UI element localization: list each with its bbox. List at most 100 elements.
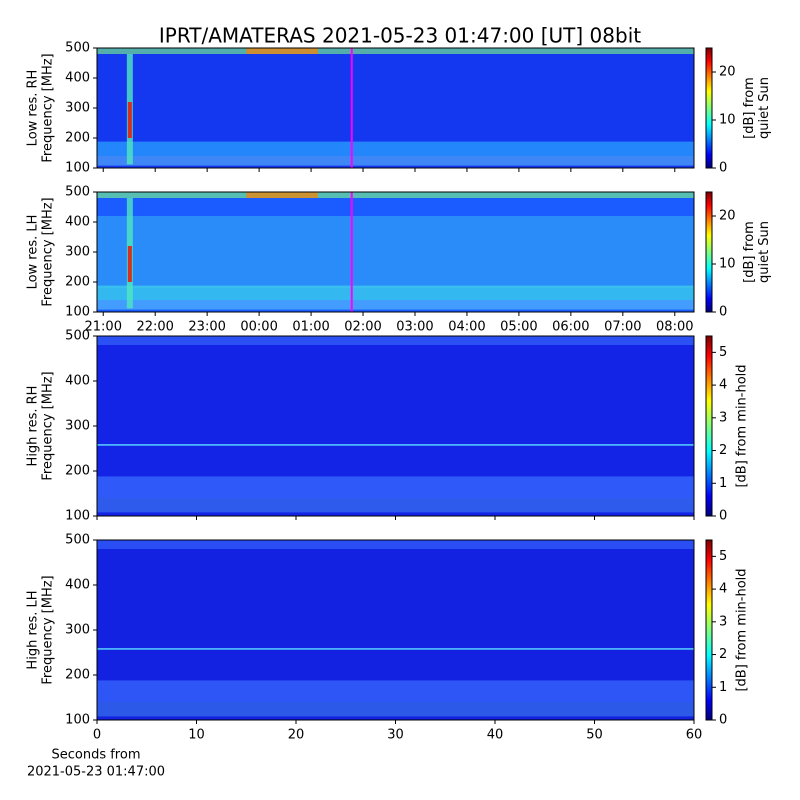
spectrogram-band bbox=[97, 48, 694, 54]
y-axis-label: Frequency [MHz] bbox=[41, 371, 56, 480]
y-tick-label: 500 bbox=[65, 41, 90, 56]
colorbar-label: [dB] from min-hold bbox=[735, 568, 750, 691]
y-tick-label: 100 bbox=[65, 713, 90, 728]
colorbar-tick-label: 2 bbox=[719, 443, 727, 458]
y-tick-label: 200 bbox=[65, 668, 90, 683]
burst bbox=[246, 192, 318, 198]
x-tick-label: 03:00 bbox=[396, 320, 433, 335]
x-tick-label: 06:00 bbox=[552, 320, 589, 335]
x-tick-label: 21:00 bbox=[85, 320, 122, 335]
x-axis-label: Seconds from bbox=[51, 748, 140, 763]
x-tick-label: 07:00 bbox=[604, 320, 641, 335]
y-tick-label: 100 bbox=[65, 305, 90, 320]
y-axis-label: Low res. LH bbox=[26, 215, 41, 290]
spectrogram-band bbox=[97, 444, 694, 446]
y-tick-label: 100 bbox=[65, 509, 90, 524]
y-axis-label: High res. RH bbox=[26, 386, 41, 467]
x-tick-label: 04:00 bbox=[448, 320, 485, 335]
x-tick-label: 40 bbox=[487, 728, 504, 743]
x-tick-label: 00:00 bbox=[240, 320, 277, 335]
spectrogram-band bbox=[97, 336, 694, 345]
x-tick-label: 60 bbox=[686, 728, 703, 743]
y-tick-label: 500 bbox=[65, 185, 90, 200]
spectrogram-band bbox=[97, 192, 694, 198]
spectrogram-band bbox=[97, 476, 694, 498]
colorbar-tick-label: 10 bbox=[719, 257, 736, 272]
colorbar-tick-label: 3 bbox=[719, 410, 727, 425]
colorbar-frame bbox=[705, 335, 713, 517]
colorbar-tick-label: 1 bbox=[719, 476, 727, 491]
colorbar-tick-label: 5 bbox=[719, 345, 727, 360]
figure-title: IPRT/AMATERAS 2021-05-23 01:47:00 [UT] 0… bbox=[159, 24, 641, 48]
colorbar-frame bbox=[705, 191, 713, 313]
x-tick-label: 22:00 bbox=[136, 320, 173, 335]
y-tick-label: 400 bbox=[65, 215, 90, 230]
x-tick-label: 0 bbox=[93, 728, 101, 743]
y-tick-label: 500 bbox=[65, 533, 90, 548]
y-tick-label: 300 bbox=[65, 101, 90, 116]
colorbar bbox=[706, 336, 712, 516]
colorbar-tick-label: 0 bbox=[719, 509, 727, 524]
y-tick-label: 400 bbox=[65, 578, 90, 593]
x-tick-label: 02:00 bbox=[344, 320, 381, 335]
colorbar-frame bbox=[705, 539, 713, 721]
colorbar-tick-label: 20 bbox=[719, 209, 736, 224]
colorbar bbox=[706, 48, 712, 168]
x-tick-label: 10 bbox=[188, 728, 205, 743]
y-tick-label: 300 bbox=[65, 623, 90, 638]
colorbar-tick-label: 0 bbox=[719, 305, 727, 320]
y-axis-label: Frequency [MHz] bbox=[41, 575, 56, 684]
x-tick-label: 30 bbox=[387, 728, 404, 743]
colorbar bbox=[706, 192, 712, 312]
y-tick-label: 100 bbox=[65, 161, 90, 176]
y-tick-label: 300 bbox=[65, 419, 90, 434]
colorbar-tick-label: 3 bbox=[719, 614, 727, 629]
colorbar-tick-label: 0 bbox=[719, 713, 727, 728]
colorbar-label: [dB] from bbox=[742, 77, 757, 139]
y-tick-label: 200 bbox=[65, 131, 90, 146]
colorbar-tick-label: 0 bbox=[719, 161, 727, 176]
y-axis-label: Frequency [MHz] bbox=[41, 53, 56, 162]
y-tick-label: 200 bbox=[65, 275, 90, 290]
burst bbox=[127, 102, 132, 138]
y-axis-label: High res. LH bbox=[26, 590, 41, 669]
colorbar-label: [dB] from bbox=[742, 221, 757, 283]
y-tick-label: 200 bbox=[65, 464, 90, 479]
colorbar-tick-label: 5 bbox=[719, 549, 727, 564]
x-tick-label: 23:00 bbox=[188, 320, 225, 335]
spectrogram-band bbox=[97, 216, 694, 288]
y-axis-label: Frequency [MHz] bbox=[41, 197, 56, 306]
spectrogram-band bbox=[97, 498, 694, 513]
spectrogram-band bbox=[97, 141, 694, 156]
colorbar-tick-label: 20 bbox=[719, 65, 736, 80]
burst bbox=[246, 48, 318, 54]
colorbar bbox=[706, 540, 712, 720]
colorbar-tick-label: 4 bbox=[719, 582, 727, 597]
x-tick-label: 50 bbox=[586, 728, 603, 743]
colorbar-tick-label: 4 bbox=[719, 378, 727, 393]
spectrogram-band bbox=[97, 156, 694, 166]
x-axis-label: 2021-05-23 01:47:00 bbox=[27, 765, 165, 780]
burst bbox=[127, 246, 132, 282]
y-axis-label: Low res. RH bbox=[26, 70, 41, 147]
y-tick-label: 300 bbox=[65, 245, 90, 260]
colorbar-label: quiet Sun bbox=[757, 221, 772, 283]
x-tick-label: 20 bbox=[288, 728, 305, 743]
colorbar-tick-label: 10 bbox=[719, 113, 736, 128]
x-tick-label: 08:00 bbox=[656, 320, 693, 335]
colorbar-label: quiet Sun bbox=[757, 77, 772, 139]
colorbar-label: [dB] from min-hold bbox=[735, 364, 750, 487]
spectrogram-band bbox=[97, 540, 694, 549]
x-tick-label: 01:00 bbox=[292, 320, 329, 335]
spectrogram-band bbox=[97, 702, 694, 717]
y-tick-label: 400 bbox=[65, 374, 90, 389]
colorbar-tick-label: 1 bbox=[719, 680, 727, 695]
x-tick-label: 05:00 bbox=[500, 320, 537, 335]
spectrogram-band bbox=[97, 300, 694, 310]
y-tick-label: 400 bbox=[65, 71, 90, 86]
colorbar-frame bbox=[705, 47, 713, 169]
spectrogram-band bbox=[97, 648, 694, 650]
y-tick-label: 500 bbox=[65, 329, 90, 344]
spectrogram-band bbox=[97, 285, 694, 300]
